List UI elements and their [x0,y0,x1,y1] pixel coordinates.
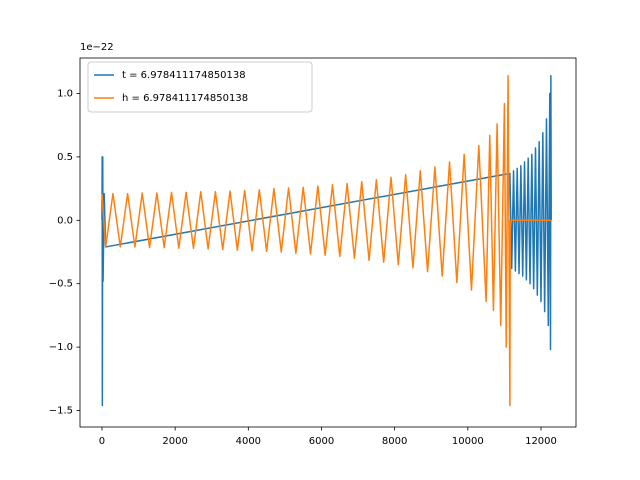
legend-label: t = 6.978411174850138 [122,70,246,81]
x-tick-label: 2000 [162,436,187,447]
x-tick-label: 4000 [236,436,261,447]
y-tick-label: −0.5 [49,279,73,290]
x-tick-label: 6000 [309,436,334,447]
axes-frame [79,57,577,428]
x-tick-label: 12000 [525,436,557,447]
y-tick-label: 1.0 [57,89,73,100]
legend-box [87,61,313,113]
legend-label: h = 6.978411174850138 [122,93,248,104]
y-tick-label: 0.0 [57,215,73,226]
y-tick-label: −1.5 [49,406,73,417]
series-line [101,75,552,407]
x-tick-label: 10000 [452,436,484,447]
x-tick-label: 8000 [382,436,407,447]
y-offset-label: 1e−22 [80,42,114,53]
series-line [101,75,552,407]
y-tick-label: 0.5 [57,152,73,163]
y-tick-label: −1.0 [49,342,73,353]
x-tick-label: 0 [99,436,105,447]
